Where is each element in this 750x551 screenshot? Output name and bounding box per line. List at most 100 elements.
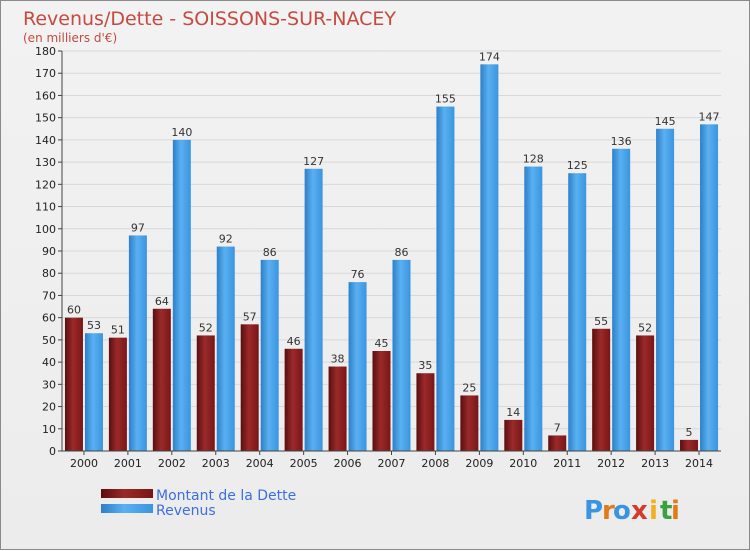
label-revenus-2012: 136 xyxy=(611,135,632,148)
y-tick-label: 10 xyxy=(42,423,56,436)
y-tick-label: 150 xyxy=(35,112,56,125)
x-tick-label: 2003 xyxy=(202,457,230,470)
label-revenus-2006: 76 xyxy=(351,268,365,281)
bar-revenus-2003 xyxy=(216,246,235,451)
y-tick-label: 70 xyxy=(42,289,56,302)
label-dette-2005: 46 xyxy=(287,335,301,348)
label-dette-2013: 52 xyxy=(638,321,652,334)
x-tick-label: 2001 xyxy=(114,457,142,470)
bar-revenus-2002 xyxy=(172,139,191,451)
brand-letter: i xyxy=(671,496,680,526)
y-tick-label: 140 xyxy=(35,134,56,147)
label-revenus-2009: 174 xyxy=(479,50,500,63)
x-tick-label: 2006 xyxy=(334,457,362,470)
y-tick-label: 60 xyxy=(42,312,56,325)
y-tick-label: 0 xyxy=(49,445,56,458)
x-tick-label: 2002 xyxy=(158,457,186,470)
label-dette-2002: 64 xyxy=(155,295,169,308)
bar-dette-2005 xyxy=(284,348,303,451)
label-revenus-2013: 145 xyxy=(655,115,676,128)
bar-dette-2012 xyxy=(592,328,611,451)
bar-dette-2007 xyxy=(372,351,391,451)
bar-dette-2010 xyxy=(504,419,523,451)
y-tick-label: 120 xyxy=(35,178,56,191)
label-revenus-2010: 128 xyxy=(523,153,544,166)
bar-dette-2003 xyxy=(196,335,215,451)
bar-dette-2004 xyxy=(240,324,259,451)
label-dette-2001: 51 xyxy=(111,324,125,337)
x-tick-label: 2014 xyxy=(685,457,713,470)
axes: 0 10 20 30 40 50 60 70 80 90 100 110 120 130 140 150 160… xyxy=(35,45,721,470)
y-tick-label: 170 xyxy=(35,67,56,80)
bar-revenus-2006 xyxy=(348,282,367,451)
bar-dette-2013 xyxy=(636,335,655,451)
label-revenus-2002: 140 xyxy=(171,126,192,139)
label-revenus-2005: 127 xyxy=(303,155,324,168)
y-tick-label: 180 xyxy=(35,45,56,58)
chart-title: Revenus/Dette - SOISSONS-SUR-NACEY xyxy=(23,8,396,30)
bar-dette-2002 xyxy=(152,308,171,451)
label-revenus-2000: 53 xyxy=(87,319,101,332)
brand-letter: x xyxy=(631,496,648,526)
label-revenus-2014: 147 xyxy=(699,110,720,123)
legend-label-revenus: Revenus xyxy=(156,503,216,519)
brand-letter: o xyxy=(613,496,631,526)
bar-revenus-2005 xyxy=(304,168,323,451)
bar-revenus-2000 xyxy=(84,333,103,451)
legend: Montant de la Dette Revenus xyxy=(101,488,296,519)
y-tick-label: 160 xyxy=(35,89,56,102)
bar-revenus-2014 xyxy=(700,124,719,451)
brand-letter: P xyxy=(584,496,603,526)
y-tick-label: 50 xyxy=(42,334,56,347)
bar-revenus-2011 xyxy=(568,173,587,451)
label-dette-2006: 38 xyxy=(331,353,345,366)
label-dette-2008: 35 xyxy=(418,359,432,372)
y-tick-label: 40 xyxy=(42,356,56,369)
x-tick-label: 2011 xyxy=(553,457,581,470)
y-tick-label: 100 xyxy=(35,223,56,236)
bar-dette-2008 xyxy=(416,373,435,451)
bar-revenus-2008 xyxy=(436,106,455,452)
bar-revenus-2010 xyxy=(524,166,543,452)
legend-swatch-revenus xyxy=(101,504,153,513)
bar-dette-2009 xyxy=(460,395,479,451)
label-revenus-2011: 125 xyxy=(567,159,588,172)
label-dette-2010: 14 xyxy=(506,406,520,419)
x-tick-label: 2000 xyxy=(70,457,98,470)
x-tick-label: 2012 xyxy=(597,457,625,470)
label-revenus-2001: 97 xyxy=(131,221,145,234)
bar-dette-2011 xyxy=(548,435,567,451)
bar-revenus-2013 xyxy=(656,128,675,451)
y-tick-label: 30 xyxy=(42,378,56,391)
bar-revenus-2012 xyxy=(612,148,631,451)
label-dette-2009: 25 xyxy=(462,381,476,394)
label-revenus-2004: 86 xyxy=(263,246,277,259)
bar-revenus-2009 xyxy=(480,64,499,452)
gridlines xyxy=(62,50,721,452)
y-tick-label: 110 xyxy=(35,201,56,214)
brand-letter: r xyxy=(602,496,615,526)
bar-dette-2000 xyxy=(64,317,83,451)
label-revenus-2007: 86 xyxy=(395,246,409,259)
bar-revenus-2001 xyxy=(128,235,147,451)
bar-revenus-2004 xyxy=(260,259,279,451)
legend-swatch-dette xyxy=(101,489,153,498)
x-tick-label: 2004 xyxy=(246,457,274,470)
label-dette-2004: 57 xyxy=(243,310,257,323)
bar-dette-2001 xyxy=(108,337,127,451)
x-tick-label: 2009 xyxy=(465,457,493,470)
chart-subtitle: (en milliers d'€) xyxy=(23,31,117,45)
label-dette-2014: 5 xyxy=(686,426,693,439)
y-tick-label: 90 xyxy=(42,245,56,258)
label-revenus-2008: 155 xyxy=(435,93,456,106)
x-tick-label: 2010 xyxy=(509,457,537,470)
proxiti-logo: Pro x i ti xyxy=(584,496,680,526)
label-dette-2000: 60 xyxy=(67,304,81,317)
bars xyxy=(64,64,719,452)
label-dette-2007: 45 xyxy=(375,337,389,350)
y-tick-label: 80 xyxy=(42,267,56,280)
x-tick-label: 2005 xyxy=(290,457,318,470)
